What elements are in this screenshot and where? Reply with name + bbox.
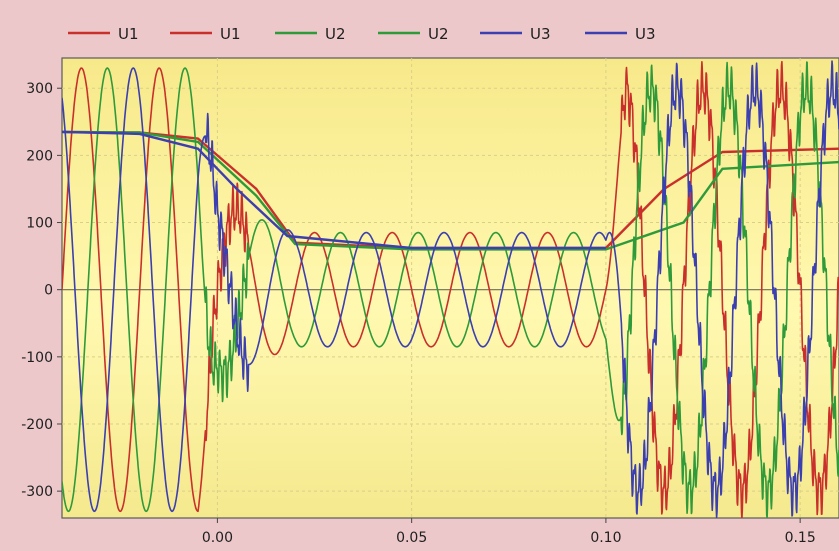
y-tick-label: -200 xyxy=(21,417,53,433)
x-tick-label: 0.00 xyxy=(202,530,233,546)
series-line-u1-rms xyxy=(62,130,839,250)
legend-label: U2 xyxy=(428,25,449,43)
legend-label: U1 xyxy=(220,25,241,43)
x-tick-label: 0.15 xyxy=(785,530,816,546)
series-line-u3-rms xyxy=(62,130,606,250)
legend-label: U3 xyxy=(530,25,551,43)
axes: 300 200 100 0 -100 -200 -300 0.00 0.05 0.10 0.15 xyxy=(21,81,816,546)
y-tick-label: 300 xyxy=(26,81,53,97)
series-layer xyxy=(62,60,839,518)
series-line-u1-instantaneous xyxy=(62,60,839,518)
legend: U1 U1 U2 U2 U3 U3 xyxy=(68,25,656,43)
x-tick-label: 0.10 xyxy=(590,530,621,546)
y-tick-label: 200 xyxy=(26,148,53,164)
y-tick-label: -100 xyxy=(21,350,53,366)
legend-label: U1 xyxy=(118,25,139,43)
y-tick-label: -300 xyxy=(21,484,53,500)
series-line-u2-instantaneous xyxy=(62,61,839,518)
y-tick-label: 100 xyxy=(26,216,53,232)
series-line-u2-rms xyxy=(62,130,839,251)
legend-label: U2 xyxy=(325,25,346,43)
y-tick-label: 0 xyxy=(44,283,53,299)
series-line-u3-instantaneous xyxy=(62,60,839,518)
x-tick-label: 0.05 xyxy=(396,530,427,546)
legend-label: U3 xyxy=(635,25,656,43)
